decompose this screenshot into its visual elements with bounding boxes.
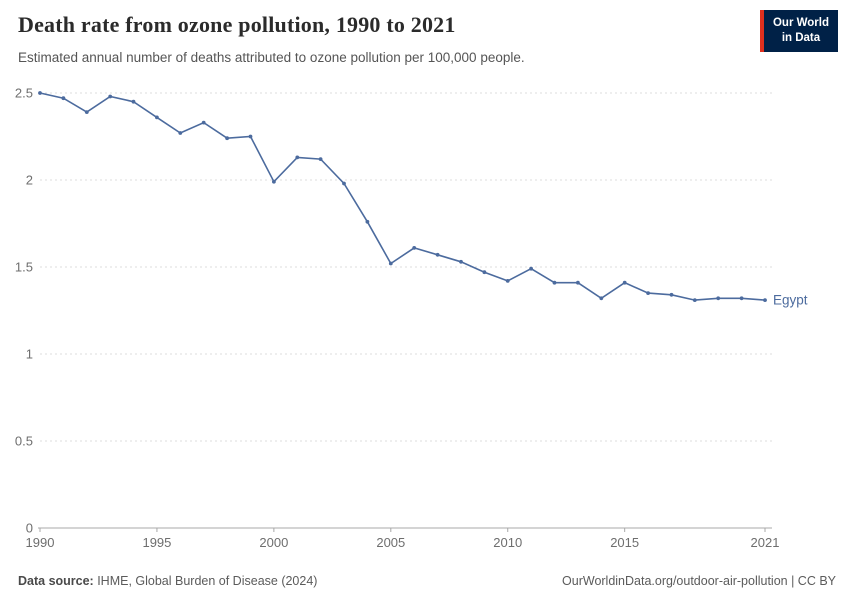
chart-subtitle: Estimated annual number of deaths attrib… — [18, 50, 525, 65]
y-tick-label: 2.5 — [15, 86, 33, 101]
owid-logo: Our World in Data — [759, 10, 838, 52]
data-point — [318, 157, 323, 161]
owid-logo-line2: in Data — [781, 31, 821, 44]
data-point — [739, 296, 744, 301]
data-point — [108, 94, 113, 99]
data-point — [482, 270, 487, 275]
data-point — [505, 279, 510, 283]
data-point — [38, 91, 42, 95]
data-point — [84, 110, 89, 114]
y-tick-label: 0 — [26, 521, 33, 536]
data-point — [622, 280, 627, 285]
data-point — [669, 292, 674, 297]
x-tick-label: 2000 — [259, 535, 288, 550]
data-point — [412, 246, 417, 250]
series-line-egypt — [39, 92, 766, 301]
data-point — [599, 296, 604, 301]
x-tick-label: 2015 — [610, 535, 639, 550]
data-point — [576, 280, 580, 285]
x-tick-label: 1995 — [142, 535, 171, 550]
data-point — [131, 99, 136, 104]
series-label-egypt: Egypt — [773, 293, 808, 308]
data-point — [692, 298, 697, 302]
data-point — [529, 266, 533, 271]
chart-footer: Data source: IHME, Global Burden of Dise… — [18, 574, 836, 588]
data-point — [225, 136, 230, 141]
y-tick-label: 0.5 — [15, 434, 33, 449]
owid-logo-line1: Our World — [772, 17, 829, 29]
license-note: OurWorldinData.org/outdoor-air-pollution… — [562, 574, 836, 588]
data-point — [155, 115, 159, 120]
data-source-note: Data source: IHME, Global Burden of Dise… — [18, 574, 317, 588]
data-point — [435, 252, 440, 257]
data-point — [716, 296, 721, 301]
y-tick-label: 2 — [26, 173, 33, 188]
data-point — [295, 155, 300, 160]
y-tick-label: 1.5 — [15, 260, 33, 275]
data-source-text: IHME, Global Burden of Disease (2024) — [93, 574, 318, 588]
data-point — [365, 219, 370, 224]
data-point — [201, 120, 206, 125]
data-point — [178, 131, 183, 135]
chart-title: Death rate from ozone pollution, 1990 to… — [18, 12, 456, 37]
x-tick-label: 2005 — [376, 535, 405, 550]
data-point — [272, 179, 276, 184]
x-tick-label: 1990 — [26, 535, 55, 550]
data-source-label: Data source: — [18, 574, 94, 588]
data-point — [388, 261, 393, 266]
data-point — [646, 291, 650, 295]
x-tick-label: 2021 — [751, 535, 780, 550]
line-chart-svg: 0 0.5 1 1.5 2 2.5 1990 1995 2000 2005 2010 2015 2021… — [15, 86, 808, 551]
data-point — [248, 134, 253, 139]
data-point — [763, 298, 767, 302]
x-tick-label: 2010 — [493, 535, 522, 550]
data-point — [552, 280, 557, 285]
y-tick-label: 1 — [26, 347, 33, 362]
data-point — [459, 259, 463, 264]
data-point — [61, 96, 66, 101]
line-chart: 0 0.5 1 1.5 2 2.5 1990 1995 2000 2005 2010 2015 2021… — [0, 78, 850, 556]
data-point — [342, 181, 346, 186]
